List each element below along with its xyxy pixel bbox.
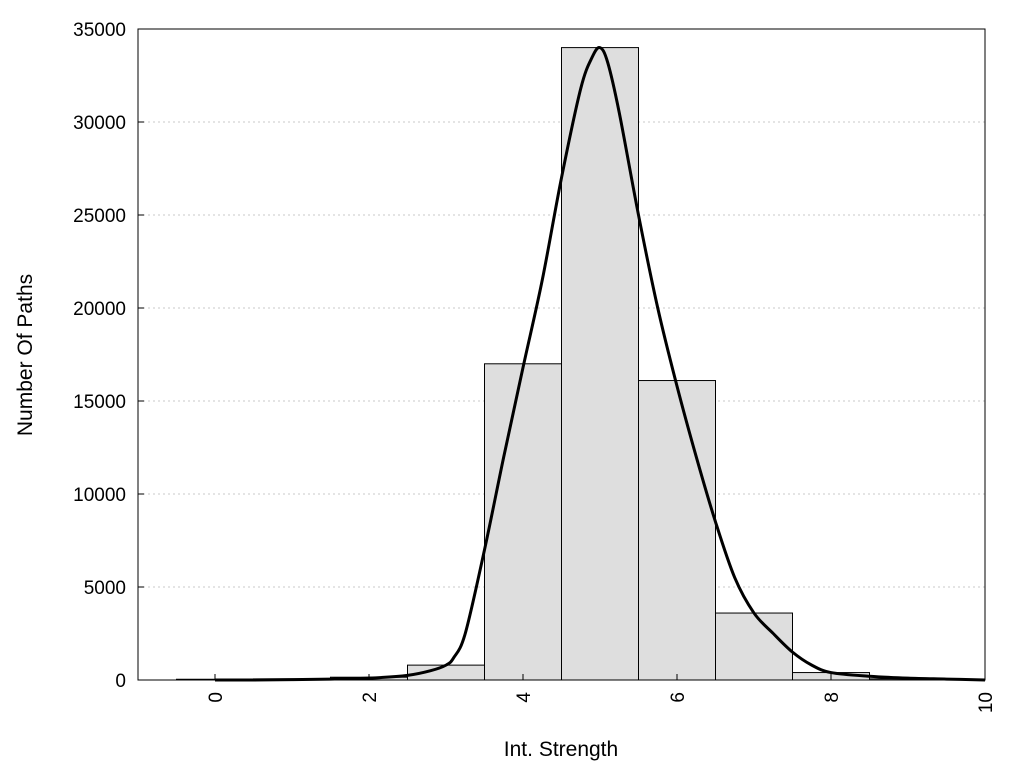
grid-lines — [138, 121, 985, 588]
y-axis-title: Number Of Paths — [14, 274, 37, 436]
histogram-bar-5 — [561, 47, 639, 681]
x-tick-label-4: 8 — [822, 692, 843, 703]
plot-frame — [137, 28, 986, 681]
fit-curve-line — [214, 45, 986, 682]
x-tick-label-0: 0 — [206, 692, 227, 703]
x-tick-label-2: 4 — [514, 692, 535, 703]
histogram-bar-7 — [715, 612, 793, 681]
y-tick-label-5: 25000 — [73, 206, 126, 227]
y-tick-label-6: 30000 — [73, 113, 126, 134]
y-tick-label-4: 20000 — [73, 299, 126, 320]
axis-ticks: 0 5000 10000 15000 20000 25000 30000 35000 0 2 4 6 8… — [73, 20, 997, 713]
histogram-bar-6 — [638, 380, 716, 681]
x-tick-label-3: 6 — [668, 692, 689, 703]
fit-curve-group — [214, 45, 986, 682]
y-tick-label-0: 0 — [115, 671, 126, 692]
y-tick-label-1: 5000 — [84, 578, 126, 599]
x-tick-label-5: 10 — [976, 692, 997, 713]
x-tick-label-1: 2 — [360, 692, 381, 703]
y-tick-label-3: 15000 — [73, 392, 126, 413]
histogram-bar-4 — [484, 363, 562, 681]
y-tick-label-2: 10000 — [73, 485, 126, 506]
histogram-bars — [176, 47, 986, 681]
x-axis-title: Int. Strength — [504, 738, 618, 761]
y-tick-label-7: 35000 — [73, 20, 126, 41]
